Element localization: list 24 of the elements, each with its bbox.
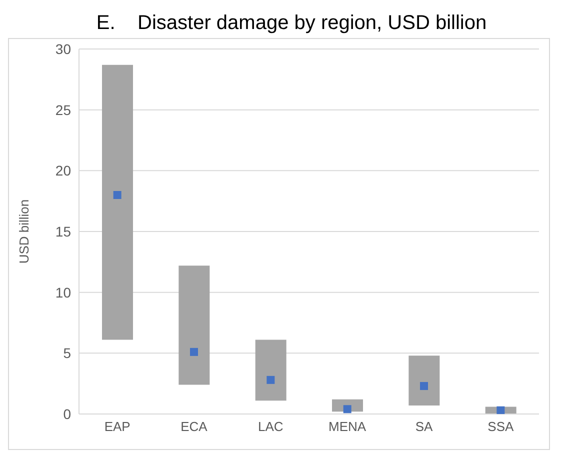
point [420,382,428,390]
bar [178,266,210,385]
y-tick-label: 20 [55,162,72,179]
x-tick-label: MENA [328,419,366,434]
y-tick-label: 25 [55,102,72,118]
point [496,406,505,414]
point [266,376,275,384]
bar [408,356,440,406]
y-tick-label: 15 [55,223,72,240]
y-tick-label: 5 [63,345,72,362]
y-tick-label: 30 [55,40,72,57]
y-tick-label: 10 [55,284,72,300]
x-tick-label: LAC [258,419,284,434]
chart-title: E. Disaster damage by region, USD billion [95,11,488,36]
point [190,348,198,356]
y-axis-title: USD billion [16,199,32,264]
x-tick-label: ECA [180,419,208,434]
x-tick-label: SSA [488,419,514,434]
bar [102,64,133,340]
x-tick-label: SA [415,419,433,434]
x-tick-label: EAP [104,419,130,434]
bar [255,340,286,401]
point [113,191,122,199]
y-tick-label: 0 [63,406,72,422]
